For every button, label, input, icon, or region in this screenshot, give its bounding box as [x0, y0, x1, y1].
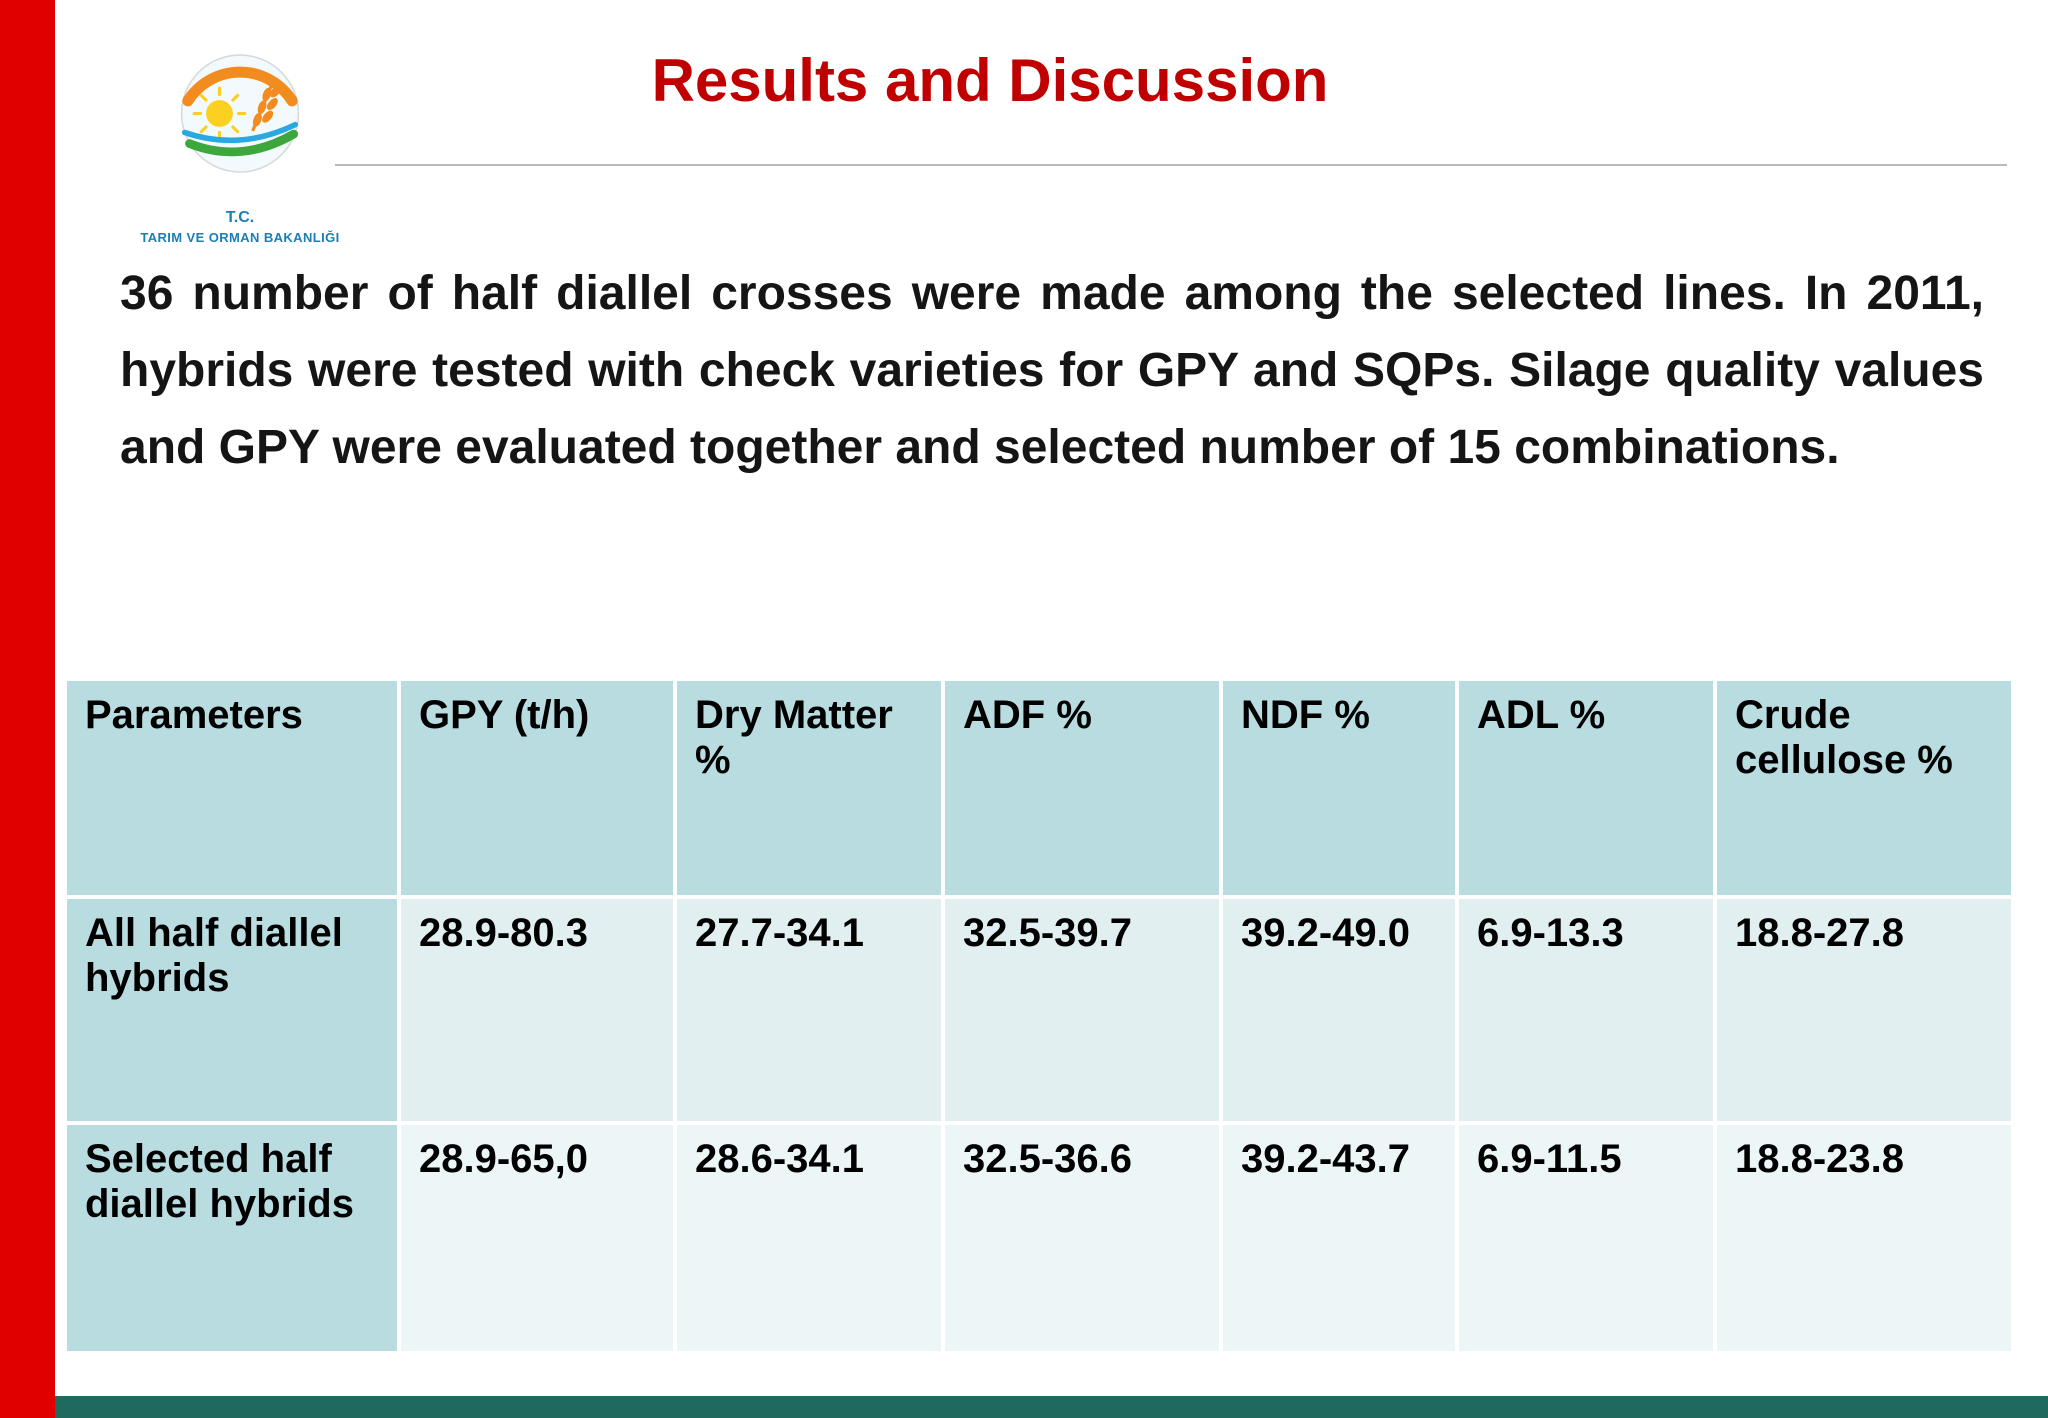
column-header-crude-cellulose: Crude cellulose % [1717, 681, 2011, 895]
table-cell: 18.8-23.8 [1717, 1125, 2011, 1351]
left-accent-bar [0, 0, 55, 1418]
ministry-logo-icon [142, 44, 338, 207]
slide-title: Results and Discussion [651, 47, 1329, 114]
column-header-ndf: NDF % [1223, 681, 1455, 895]
footer-bar [55, 1396, 2048, 1418]
ministry-logo-tc: T.C. [225, 209, 255, 226]
table-header-row: Parameters GPY (t/h) Dry Matter % ADF % … [67, 681, 2011, 895]
table-row-all-hybrids: All half diallel hybrids 28.9-80.3 27.7-… [67, 899, 2011, 1121]
ministry-logo-caption: T.C. TARIM VE ORMAN BAKANLIĞI [140, 207, 339, 246]
table-cell: 28.6-34.1 [677, 1125, 941, 1351]
table-row-selected-hybrids: Selected half diallel hybrids 28.9-65,0 … [67, 1125, 2011, 1351]
body-paragraph: 36 number of half diallel crosses were m… [120, 267, 1984, 474]
results-table: Parameters GPY (t/h) Dry Matter % ADF % … [63, 677, 2015, 1355]
column-header-parameters: Parameters [67, 681, 397, 895]
row-label: Selected half diallel hybrids [67, 1125, 397, 1351]
table-cell: 32.5-36.6 [945, 1125, 1219, 1351]
table-cell: 6.9-13.3 [1459, 899, 1713, 1121]
column-header-dry-matter: Dry Matter % [677, 681, 941, 895]
table-cell: 28.9-80.3 [401, 899, 673, 1121]
ministry-logo-name: TARIM VE ORMAN BAKANLIĞI [140, 229, 340, 245]
column-header-gpy: GPY (t/h) [401, 681, 673, 895]
table-cell: 27.7-34.1 [677, 899, 941, 1121]
table-cell: 39.2-49.0 [1223, 899, 1455, 1121]
table-cell: 32.5-39.7 [945, 899, 1219, 1121]
table-cell: 28.9-65,0 [401, 1125, 673, 1351]
column-header-adl: ADL % [1459, 681, 1713, 895]
column-header-adf: ADF % [945, 681, 1219, 895]
ministry-logo: T.C. TARIM VE ORMAN BAKANLIĞI [122, 44, 358, 246]
table-cell: 39.2-43.7 [1223, 1125, 1455, 1351]
table-cell: 18.8-27.8 [1717, 899, 2011, 1121]
row-label: All half diallel hybrids [67, 899, 397, 1121]
table-cell: 6.9-11.5 [1459, 1125, 1713, 1351]
title-underline [335, 164, 2007, 166]
